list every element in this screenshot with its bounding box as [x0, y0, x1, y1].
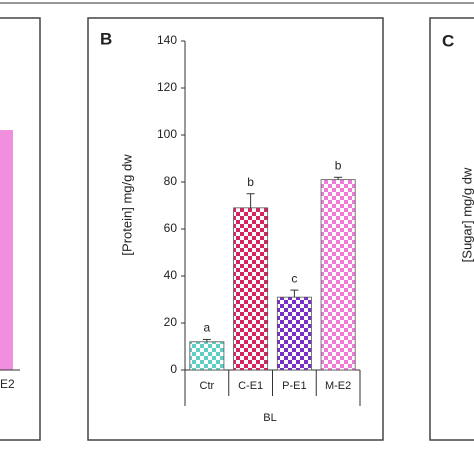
- x-tick-label: C-E1: [238, 380, 263, 392]
- right-panel-letter: C: [442, 31, 454, 50]
- y-axis-label: [Protein] mg/g dw: [119, 154, 134, 256]
- bar: [233, 207, 269, 371]
- y-tick-label: 80: [164, 174, 178, 188]
- bar: [189, 341, 225, 371]
- y-tick-label: 140: [157, 33, 177, 47]
- significance-label: b: [247, 175, 254, 189]
- panel-letter: B: [100, 29, 112, 48]
- y-tick-label: 100: [157, 127, 177, 141]
- group-label: BL: [263, 412, 276, 424]
- significance-label: a: [204, 321, 211, 335]
- left-panel-label: E2: [0, 377, 15, 391]
- bar: [276, 296, 312, 371]
- y-tick-label: 60: [164, 221, 178, 235]
- left-panel-bar: [0, 130, 13, 370]
- y-tick-label: 0: [170, 362, 177, 376]
- right-panel-y-label: [Sugar] mg/g dw: [459, 167, 474, 262]
- x-tick-label: M-E2: [325, 380, 351, 392]
- x-tick-label: P-E1: [282, 380, 306, 392]
- right-panel-frame: [429, 17, 474, 441]
- bar: [320, 179, 356, 371]
- y-tick-label: 120: [157, 80, 177, 94]
- y-tick-label: 20: [164, 315, 178, 329]
- significance-label: b: [335, 158, 342, 172]
- significance-label: c: [291, 271, 297, 285]
- x-tick-label: Ctr: [200, 380, 215, 392]
- y-tick-label: 40: [164, 268, 178, 282]
